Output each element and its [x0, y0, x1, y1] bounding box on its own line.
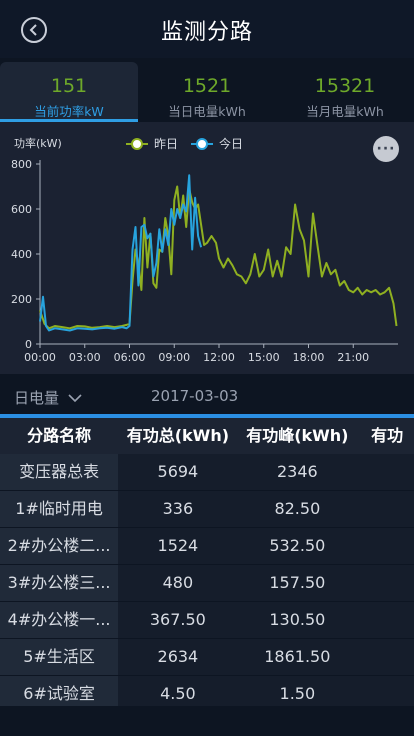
x-tick-label: 03:00 [69, 351, 101, 364]
tab-value: 151 [50, 75, 88, 97]
period-label: 日电量 [14, 389, 60, 407]
active-tab-indicator [0, 119, 138, 122]
column-header-name[interactable]: 分路名称 [27, 426, 92, 445]
y-axis-label: 功率(kW) [14, 136, 62, 150]
page-title: 监测分路 [160, 20, 253, 45]
tab-current-power[interactable]: 151 当前功率kW [0, 62, 138, 122]
legend-label: 今日 [219, 136, 243, 151]
cell-extra [357, 454, 414, 490]
x-tick-label: 18:00 [293, 351, 325, 364]
tab-daily-energy[interactable]: 1521 当日电量kWh [138, 62, 276, 122]
filter-row: 日电量 2017-03-03 [0, 378, 414, 414]
cell-peak: 1861.50 [237, 639, 358, 675]
column-header-more[interactable]: 有功 [371, 426, 404, 445]
column-header-peak[interactable]: 有功峰(kWh) [246, 426, 349, 445]
table-body: 变压器总表 5694 2346 1#临时用电 336 82.50 2#办公楼二... 1524… [0, 454, 414, 706]
x-tick-label: 21:00 [337, 351, 369, 364]
section-divider [0, 414, 414, 418]
legend-label: 昨日 [154, 137, 178, 151]
cell-circuit-name: 2#办公楼二... [0, 528, 119, 564]
tab-monthly-energy[interactable]: 15321 当月电量kWh [276, 62, 414, 122]
header-bar: 监测分路 [0, 0, 414, 58]
legend-marker [131, 138, 143, 150]
tab-value: 1521 [182, 75, 232, 97]
back-button[interactable] [21, 17, 47, 43]
series-line-today [39, 174, 203, 332]
cell-total: 480 [118, 565, 238, 601]
cell-circuit-name: 变压器总表 [0, 454, 119, 490]
table-header-row: 分路名称 有功总(kWh) 有功峰(kWh) 有功 [0, 418, 414, 454]
cell-peak: 82.50 [237, 491, 358, 527]
x-tick-label: 06:00 [114, 351, 146, 364]
power-line-chart: 功率(kW) 0 200 400 600 800 00:00 03:00 06:00 09:00 1… [11, 136, 398, 364]
table-row[interactable]: 3#办公楼三... 480 157.50 [0, 565, 414, 602]
cell-peak: 157.50 [237, 565, 358, 601]
period-dropdown[interactable]: 日电量 [14, 387, 82, 408]
cell-peak: 532.50 [237, 528, 358, 564]
y-tick-label: 200 [11, 293, 32, 306]
cell-circuit-name: 5#生活区 [0, 639, 119, 675]
x-tick-label: 12:00 [203, 351, 235, 364]
y-tick-label: 0 [25, 338, 32, 351]
cell-total: 1524 [118, 528, 238, 564]
tab-label: 当前功率kW [34, 104, 104, 119]
table-row[interactable]: 变压器总表 5694 2346 [0, 454, 414, 491]
table-row[interactable]: 4#办公楼一... 367.50 130.50 [0, 602, 414, 639]
tab-value: 15321 [314, 75, 376, 97]
column-header-total[interactable]: 有功总(kWh) [126, 426, 230, 445]
y-tick-label: 800 [11, 158, 32, 171]
cell-total: 336 [118, 491, 238, 527]
circuit-table: 分路名称 有功总(kWh) 有功峰(kWh) 有功 变压器总表 5694 2346 1… [0, 418, 414, 706]
table-row[interactable]: 6#试验室 4.50 1.50 [0, 676, 414, 706]
cell-circuit-name: 4#办公楼一... [0, 602, 119, 638]
date-picker[interactable]: 2017-03-03 [151, 387, 239, 405]
cell-total: 5694 [118, 454, 238, 490]
chevron-down-icon [68, 394, 82, 403]
cell-total: 4.50 [118, 676, 238, 706]
y-tick-label: 400 [11, 248, 32, 261]
cell-circuit-name: 6#试验室 [0, 676, 119, 706]
table-row[interactable]: 2#办公楼二... 1524 532.50 [0, 528, 414, 565]
x-tick-label: 09:00 [158, 351, 190, 364]
cell-peak: 2346 [237, 454, 358, 490]
cell-extra [357, 565, 414, 601]
cell-extra [357, 602, 414, 638]
summary-tabs: 151 当前功率kW 1521 当日电量kWh 15321 当月电量kWh [0, 62, 414, 122]
power-chart-panel: 功率(kW) 0 200 400 600 800 00:00 03:00 06:00 09:00 1… [0, 122, 414, 374]
more-options-button[interactable]: ··· [373, 136, 399, 162]
y-tick-label: 600 [11, 203, 32, 216]
legend-marker [196, 138, 208, 150]
cell-extra [357, 491, 414, 527]
x-tick-label: 15:00 [248, 351, 280, 364]
tab-label: 当月电量kWh [306, 104, 384, 119]
table-row[interactable]: 5#生活区 2634 1861.50 [0, 639, 414, 676]
series-line-yesterday [39, 185, 398, 330]
x-tick-label: 00:00 [24, 351, 56, 364]
more-icon: ··· [376, 141, 396, 157]
cell-circuit-name: 1#临时用电 [0, 491, 119, 527]
cell-extra [357, 676, 414, 706]
cell-total: 2634 [118, 639, 238, 675]
bottom-area [0, 706, 414, 736]
chevron-left-icon [29, 24, 37, 36]
cell-peak: 130.50 [237, 602, 358, 638]
cell-total: 367.50 [118, 602, 238, 638]
cell-extra [357, 639, 414, 675]
cell-extra [357, 528, 414, 564]
cell-circuit-name: 3#办公楼三... [0, 565, 119, 601]
cell-peak: 1.50 [237, 676, 358, 706]
table-row[interactable]: 1#临时用电 336 82.50 [0, 491, 414, 528]
tab-label: 当日电量kWh [168, 104, 246, 119]
